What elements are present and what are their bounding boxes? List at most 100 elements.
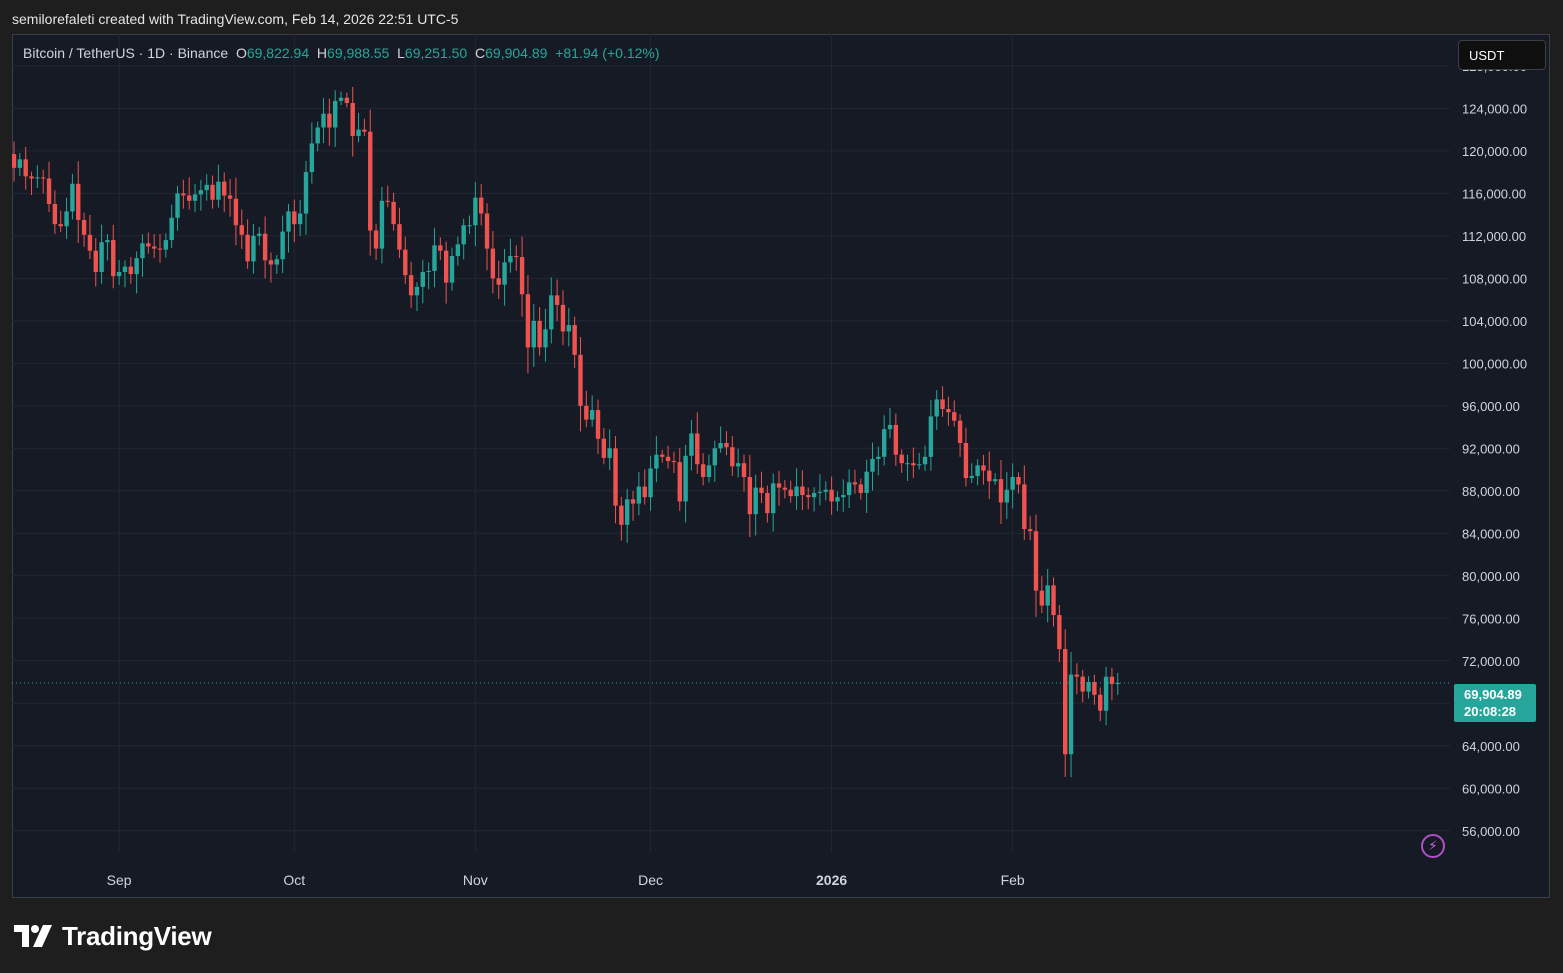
candle-body xyxy=(969,475,974,479)
candle-body xyxy=(992,479,998,482)
candle xyxy=(963,427,969,487)
candle xyxy=(157,233,163,263)
candle-body xyxy=(1103,676,1109,711)
candle-body xyxy=(724,443,729,448)
candle xyxy=(362,118,367,137)
candle xyxy=(730,436,735,476)
candle xyxy=(782,480,788,499)
open-label: O xyxy=(235,45,247,61)
ohlc-legend: Bitcoin / TetherUS · 1D · Binance O69,82… xyxy=(23,45,660,61)
candle-body xyxy=(403,249,408,276)
candle-body xyxy=(1033,531,1039,591)
candle xyxy=(449,247,455,291)
last-price-tag: 69,904.89 20:08:28 xyxy=(1454,684,1536,722)
candle xyxy=(70,173,75,220)
candle-body xyxy=(502,262,507,285)
candle xyxy=(858,478,863,500)
candle-body xyxy=(257,233,262,236)
candle xyxy=(899,449,904,473)
candle-body xyxy=(782,487,788,490)
candle xyxy=(23,147,28,190)
candle-body xyxy=(76,183,81,220)
currency-button[interactable]: USDT xyxy=(1458,40,1546,70)
candle xyxy=(852,469,858,494)
candle xyxy=(461,218,466,260)
candle xyxy=(992,473,998,485)
candle xyxy=(479,184,484,226)
close-value: 69,904.89 xyxy=(485,45,548,61)
y-tick-label: 104,000.00 xyxy=(1462,314,1527,329)
candle xyxy=(1022,465,1027,540)
candle xyxy=(222,172,227,213)
candle-body xyxy=(508,256,513,263)
candle xyxy=(274,255,279,274)
candle-body xyxy=(1063,649,1068,755)
candle xyxy=(893,413,899,466)
candle xyxy=(806,487,811,510)
candle-body xyxy=(788,489,793,497)
candle xyxy=(905,454,910,481)
candle-body xyxy=(245,234,250,262)
candle-body xyxy=(303,172,309,214)
candle xyxy=(1016,472,1021,494)
candle xyxy=(204,174,209,201)
candle-body xyxy=(735,463,741,467)
candle xyxy=(1074,663,1080,695)
candle xyxy=(695,412,700,474)
candle xyxy=(1080,669,1085,703)
candle xyxy=(187,177,192,210)
candle-body xyxy=(922,456,928,465)
candle xyxy=(338,91,344,106)
candle-body xyxy=(741,463,747,477)
candle xyxy=(309,122,315,184)
candle xyxy=(344,92,350,108)
candle xyxy=(794,468,799,510)
candle-body xyxy=(566,325,571,332)
candle-body xyxy=(595,410,601,439)
candle-body xyxy=(163,240,169,250)
candle-body xyxy=(899,454,904,464)
candle xyxy=(239,209,244,249)
candle-body xyxy=(116,271,122,277)
candle xyxy=(17,153,23,176)
candle-body xyxy=(759,487,764,493)
candle xyxy=(981,454,986,485)
candle xyxy=(811,487,817,512)
candle xyxy=(146,232,151,254)
candle-body xyxy=(81,219,87,235)
candle-body xyxy=(29,176,34,179)
candle xyxy=(297,200,303,236)
candle-body xyxy=(64,211,69,227)
lightning-icon[interactable]: ⚡ xyxy=(1421,834,1445,858)
candle xyxy=(391,192,396,231)
candle-body xyxy=(280,231,285,260)
candle xyxy=(1092,674,1097,705)
candle xyxy=(443,241,449,304)
candle-body xyxy=(327,113,332,128)
candle xyxy=(554,279,560,322)
candle xyxy=(519,236,525,317)
candle-body xyxy=(496,278,501,285)
candle xyxy=(525,275,531,374)
candlestick-chart[interactable]: 56,000.0060,000.0064,000.0068,000.0072,0… xyxy=(12,34,1550,898)
candle-body xyxy=(514,256,519,258)
y-tick-label: 56,000.00 xyxy=(1462,824,1520,839)
candle xyxy=(496,260,501,299)
candle xyxy=(81,212,87,247)
candle-body xyxy=(712,448,717,466)
candle xyxy=(385,185,390,208)
candle-body xyxy=(835,497,840,502)
candle xyxy=(46,161,52,213)
candle xyxy=(975,459,980,486)
candle-body xyxy=(584,405,589,420)
candle-body xyxy=(315,127,320,144)
candle-body xyxy=(17,159,23,168)
candle-body xyxy=(893,424,899,455)
candle xyxy=(987,451,992,500)
candle xyxy=(12,141,17,182)
candle xyxy=(321,97,326,144)
candle-body xyxy=(192,194,198,201)
candle-body xyxy=(934,399,939,417)
candle-body xyxy=(811,492,817,498)
candle xyxy=(216,164,221,208)
